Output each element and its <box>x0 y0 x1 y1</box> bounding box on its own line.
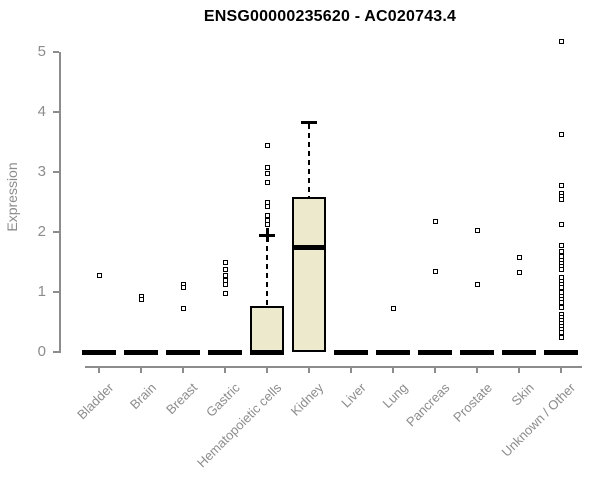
outlier-point <box>264 171 270 177</box>
outlier-point <box>558 39 564 45</box>
y-tick-label: 5 <box>37 43 46 60</box>
outlier-point <box>264 212 270 218</box>
y-tick-label: 1 <box>37 283 46 300</box>
median-liver <box>334 349 368 355</box>
outlier-point <box>432 219 438 225</box>
outlier-point <box>558 304 564 310</box>
outlier-point <box>264 164 270 170</box>
outlier-point <box>138 297 144 303</box>
outlier-point <box>222 281 228 287</box>
median-skin <box>502 349 536 355</box>
y-tick-label: 3 <box>37 163 46 180</box>
x-tick <box>308 366 310 373</box>
box-hematopoietic-cells <box>250 306 284 352</box>
outlier-point <box>222 259 228 265</box>
outlier-point <box>474 281 480 287</box>
outlier-point <box>264 180 270 186</box>
outlier-point <box>558 131 564 137</box>
outlier-point <box>558 196 564 202</box>
x-tick <box>224 366 226 373</box>
outlier-point <box>264 222 270 228</box>
median-gastric <box>208 349 242 355</box>
outlier-point <box>222 290 228 296</box>
whisker-kidney <box>308 124 310 198</box>
median-lung <box>376 349 410 355</box>
x-tick-label-unknown-other: Unknown / Other <box>499 380 579 460</box>
x-tick-label-pancreas: Pancreas <box>403 380 453 430</box>
y-tick <box>53 291 59 293</box>
x-tick-label-brain: Brain <box>126 380 159 413</box>
y-tick <box>53 111 59 113</box>
outlier-point <box>264 217 270 223</box>
y-axis-line <box>59 52 61 353</box>
whisker-cap-kidney <box>301 120 317 124</box>
chart-title: ENSG00000235620 - AC020743.4 <box>203 8 457 25</box>
outlier-point <box>558 267 564 273</box>
outlier-point <box>264 142 270 148</box>
x-tick <box>266 366 268 373</box>
outlier-point <box>432 268 438 274</box>
y-tick-label: 0 <box>37 343 46 360</box>
x-tick-label-bladder: Bladder <box>74 380 117 423</box>
median-bladder <box>82 349 116 355</box>
outlier-point <box>264 204 270 210</box>
y-tick <box>53 171 59 173</box>
x-tick <box>350 366 352 373</box>
x-tick <box>476 366 478 373</box>
outlier-point <box>516 270 522 276</box>
outlier-point <box>222 267 228 273</box>
x-tick-label-gastric: Gastric <box>202 380 243 420</box>
x-tick <box>518 366 520 373</box>
outlier-point <box>516 254 522 260</box>
median-hematopoietic-cells <box>250 349 284 355</box>
outlier-point <box>558 329 564 335</box>
median-kidney <box>292 244 326 250</box>
median-unknown-other <box>544 349 578 355</box>
x-tick <box>140 366 142 373</box>
median-prostate <box>460 349 494 355</box>
outlier-point <box>180 305 186 311</box>
outlier-point <box>96 273 102 279</box>
median-breast <box>166 349 200 355</box>
y-tick <box>53 51 59 53</box>
x-tick-label-liver: Liver <box>338 380 369 411</box>
y-tick-label: 2 <box>37 223 46 240</box>
x-axis-line <box>85 366 582 368</box>
whisker-cap-stub-hematopoietic-cells <box>265 228 269 242</box>
outlier-point <box>264 199 270 205</box>
x-tick-label-skin: Skin <box>508 380 537 409</box>
y-tick <box>53 351 59 353</box>
box-kidney <box>292 197 326 352</box>
outlier-point <box>558 222 564 228</box>
outlier-point <box>558 182 564 188</box>
outlier-point <box>558 334 564 340</box>
median-pancreas <box>418 349 452 355</box>
outlier-point <box>474 227 480 233</box>
x-tick <box>98 366 100 373</box>
x-tick <box>560 366 562 373</box>
x-tick <box>392 366 394 373</box>
x-tick-label-breast: Breast <box>163 380 201 418</box>
outlier-point <box>180 285 186 291</box>
x-tick <box>434 366 436 373</box>
x-tick-label-kidney: Kidney <box>287 380 327 419</box>
y-tick <box>53 231 59 233</box>
x-tick <box>182 366 184 373</box>
y-tick-label: 4 <box>37 103 46 120</box>
x-tick-label-lung: Lung <box>379 380 411 412</box>
outlier-point <box>558 242 564 248</box>
whisker-hematopoietic-cells <box>266 237 268 307</box>
outlier-point <box>222 272 228 278</box>
outlier-point <box>390 305 396 311</box>
median-brain <box>124 349 158 355</box>
x-tick-label-prostate: Prostate <box>449 380 495 425</box>
